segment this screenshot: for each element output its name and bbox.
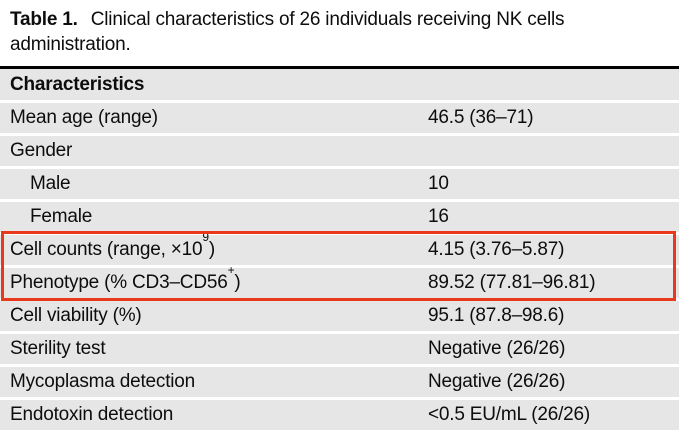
table-row: Cell counts (range, ×109) 4.15 (3.76–5.8…	[0, 231, 679, 265]
row-label: Mycoplasma detection	[0, 371, 428, 393]
row-label-end: )	[208, 239, 216, 260]
table-row: Female 16	[0, 202, 679, 232]
row-label: Female	[0, 206, 428, 228]
row-label-text: Cell counts (range, ×10	[10, 239, 203, 260]
row-value: 46.5 (36–71)	[428, 107, 534, 128]
caption-table-number: Table 1.	[10, 9, 78, 30]
table-row: Phenotype (% CD3–CD56+) 89.52 (77.81–96.…	[0, 264, 679, 298]
row-label-text: Male	[30, 173, 71, 194]
row-label: Phenotype (% CD3–CD56+)	[0, 264, 428, 294]
row-label: Endotoxin detection	[0, 404, 428, 426]
table-top-rule	[0, 66, 679, 69]
row-label-text: Mean age (range)	[10, 107, 158, 128]
row-label-text: Sterility test	[10, 338, 106, 359]
row-value: Negative (26/26)	[428, 338, 566, 359]
table-caption: Table 1. Clinical characteristics of 26 i…	[0, 0, 679, 57]
row-label-text: Mycoplasma detection	[10, 371, 196, 392]
table-row: Endotoxin detection <0.5 EU/mL (26/26)	[0, 400, 679, 430]
row-label: Male	[0, 173, 428, 195]
row-label: Gender	[0, 140, 428, 162]
row-label-text: Gender	[10, 140, 73, 161]
row-label-superscript: 9	[202, 229, 209, 244]
row-label-text: Phenotype (% CD3–CD56	[10, 272, 228, 293]
row-label-text: Female	[30, 206, 93, 227]
table-row: Male 10	[0, 169, 679, 199]
table-header-row: Characteristics	[0, 69, 679, 100]
characteristics-header: Characteristics	[10, 73, 145, 95]
table-row: Cell viability (%) 95.1 (87.8–98.6)	[0, 301, 679, 331]
clinical-characteristics-table: Characteristics Mean age (range) 46.5 (3…	[0, 66, 679, 430]
row-label-text: Cell viability (%)	[10, 305, 142, 326]
row-label: Cell viability (%)	[0, 305, 428, 327]
table-row: Mycoplasma detection Negative (26/26)	[0, 367, 679, 397]
row-value: Negative (26/26)	[428, 371, 566, 392]
row-label-text: Endotoxin detection	[10, 404, 174, 425]
row-label-end: )	[234, 272, 241, 293]
row-value: 10	[428, 173, 449, 194]
row-label: Cell counts (range, ×109)	[0, 231, 428, 261]
table-row: Sterility test Negative (26/26)	[0, 334, 679, 364]
table-row: Gender	[0, 136, 679, 166]
row-value: <0.5 EU/mL (26/26)	[428, 404, 591, 425]
row-label: Mean age (range)	[0, 107, 428, 129]
row-value: 89.52 (77.81–96.81)	[428, 272, 596, 293]
row-label-superscript: +	[227, 262, 235, 277]
table-rows: Mean age (range) 46.5 (36–71) Gender Mal…	[0, 103, 679, 430]
row-value: 95.1 (87.8–98.6)	[428, 305, 565, 326]
row-value: 4.15 (3.76–5.87)	[428, 239, 565, 260]
row-value: 16	[428, 206, 449, 227]
table-row: Mean age (range) 46.5 (36–71)	[0, 103, 679, 133]
row-label: Sterility test	[0, 338, 428, 360]
caption-text: Clinical characteristics of 26 individua…	[10, 9, 565, 55]
